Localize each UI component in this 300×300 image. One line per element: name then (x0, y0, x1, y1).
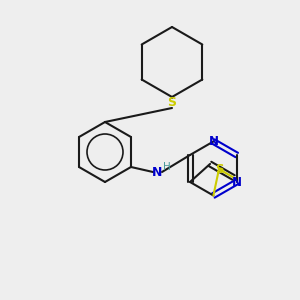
Text: N: N (232, 176, 242, 188)
Text: H: H (163, 162, 171, 172)
Text: S: S (215, 163, 223, 176)
Text: N: N (208, 135, 218, 148)
Text: N: N (152, 166, 162, 178)
Text: S: S (167, 97, 176, 110)
